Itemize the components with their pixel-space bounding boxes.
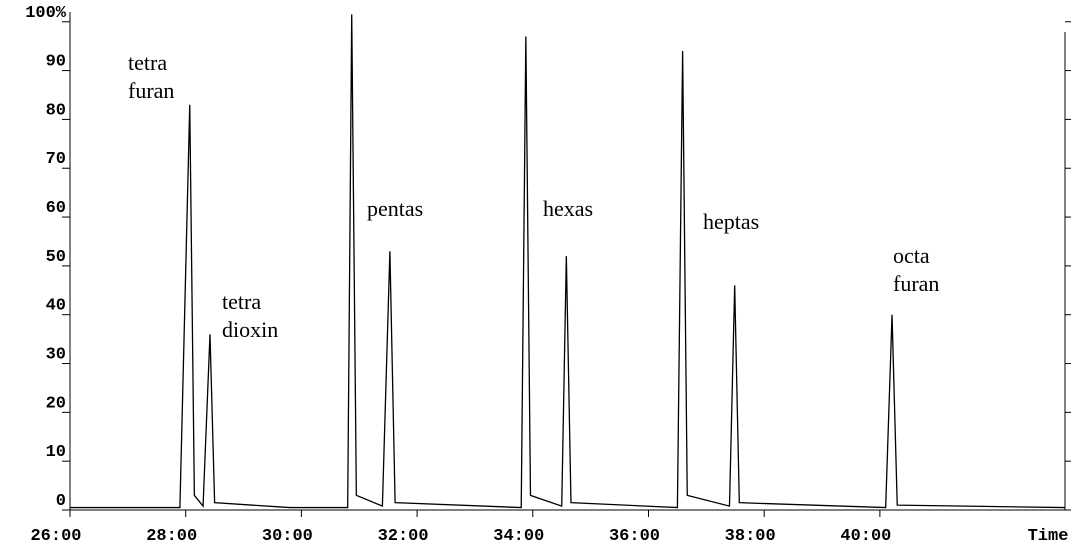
x-tick-label: 40:00	[840, 527, 891, 544]
peak-label: hexas	[543, 196, 593, 221]
x-tick-label: 38:00	[725, 527, 776, 544]
peak-label: tetra	[128, 50, 167, 75]
y-tick-label: 80	[46, 101, 66, 120]
y-tick-label: 0	[56, 492, 66, 511]
x-tick-label: 36:00	[609, 527, 660, 544]
y-tick-label: 10	[46, 443, 66, 462]
peak-label: dioxin	[222, 317, 278, 342]
x-tick-label: 32:00	[378, 527, 429, 544]
peak-label: octa	[893, 243, 930, 268]
y-tick-label: 60	[46, 199, 66, 218]
x-tick-label: 34:00	[493, 527, 544, 544]
x-tick-label: 28:00	[146, 527, 197, 544]
y-tick-label: 100%	[25, 4, 67, 23]
x-tick-label: 26:00	[30, 527, 81, 544]
peak-label: furan	[893, 271, 939, 296]
y-tick-label: 50	[46, 248, 66, 267]
y-tick-label: 40	[46, 297, 66, 316]
x-tick-label: 30:00	[262, 527, 313, 544]
y-tick-label: 90	[46, 53, 66, 72]
y-tick-label: 30	[46, 346, 66, 365]
trace	[70, 14, 1066, 509]
y-tick-label: 70	[46, 150, 66, 169]
peak-label: pentas	[367, 196, 423, 221]
x-axis-label: Time	[1028, 527, 1069, 544]
peak-label: heptas	[703, 209, 759, 234]
y-tick-label: 20	[46, 394, 66, 413]
peak-label: tetra	[222, 289, 261, 314]
peak-label: furan	[128, 78, 174, 103]
